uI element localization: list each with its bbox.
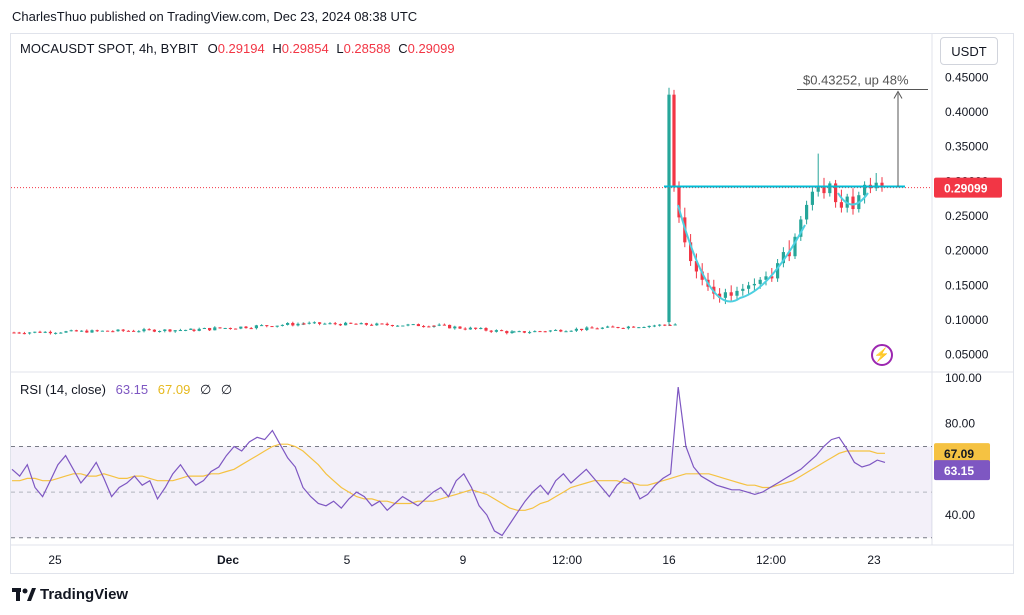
rsi-ma-value: 67.09: [157, 382, 191, 397]
rsi-extra-1: ∅: [199, 382, 212, 397]
currency-button[interactable]: USDT: [940, 37, 998, 65]
footer-brand: TradingView: [40, 586, 129, 603]
close-label: C: [398, 41, 408, 56]
lightning-icon[interactable]: ⚡: [871, 344, 893, 366]
symbol-name[interactable]: MOCAUSDT SPOT, 4h, BYBIT: [20, 41, 198, 56]
open-label: O: [207, 41, 218, 56]
symbol-legend: MOCAUSDT SPOT, 4h, BYBIT O0.29194 H0.298…: [20, 41, 455, 56]
rsi-name[interactable]: RSI (14, close): [20, 382, 106, 397]
open-value: 0.29194: [217, 41, 265, 56]
tradingview-logo-icon: [12, 587, 36, 601]
low-value: 0.28588: [343, 41, 391, 56]
low-label: L: [336, 41, 344, 56]
close-value: 0.29099: [407, 41, 455, 56]
rsi-value: 63.15: [115, 382, 149, 397]
high-label: H: [272, 41, 282, 56]
rsi-legend: RSI (14, close) 63.15 67.09 ∅ ∅: [20, 382, 232, 398]
footer-logo[interactable]: TradingView: [12, 586, 128, 603]
chart-frame: [10, 33, 1014, 574]
rsi-extra-2: ∅: [220, 382, 233, 397]
high-value: 0.29854: [281, 41, 329, 56]
publish-line: CharlesThuo published on TradingView.com…: [12, 9, 418, 24]
